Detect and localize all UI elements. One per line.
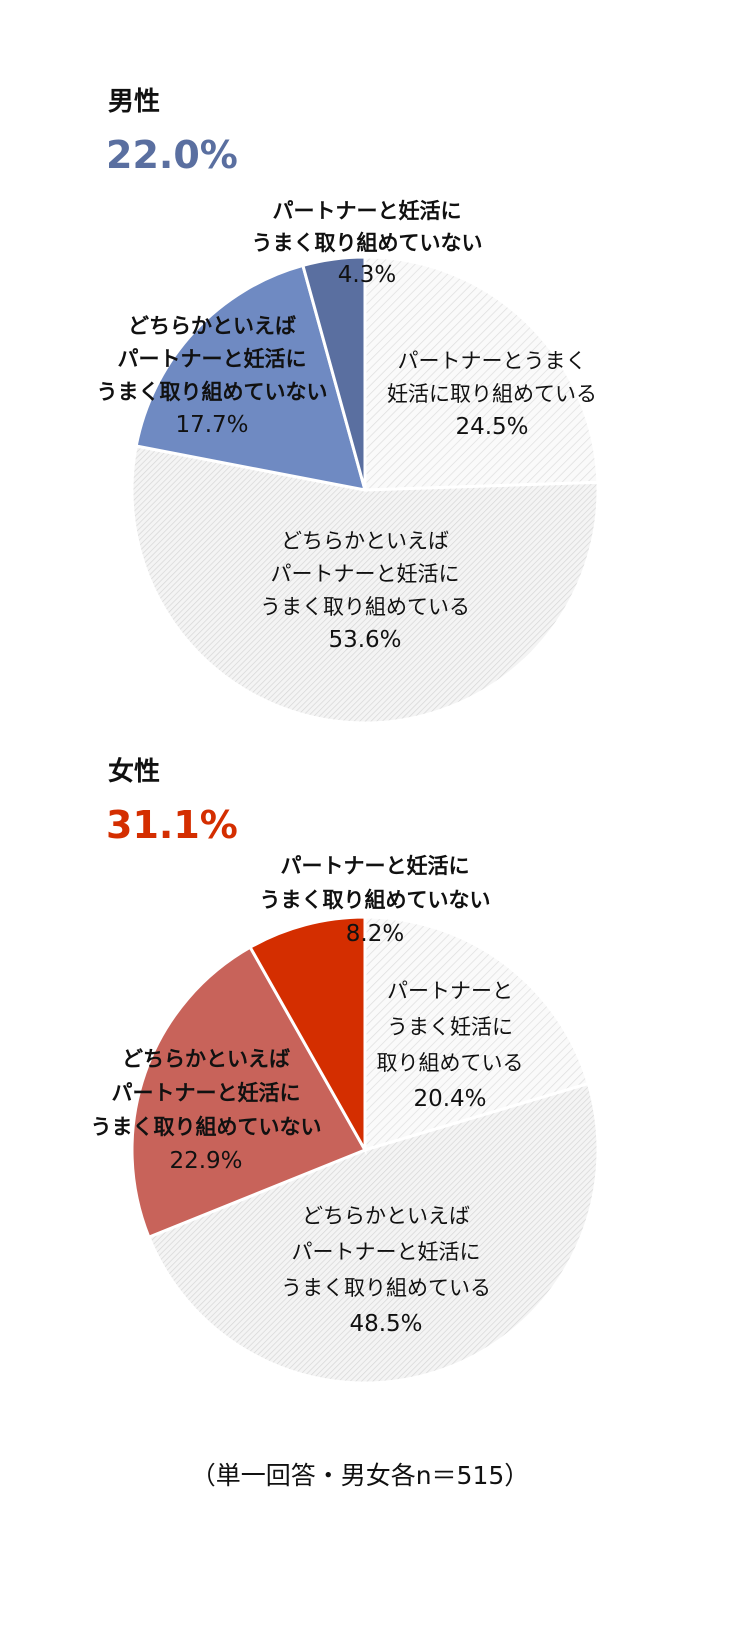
slice-label-line: うまく妊活に <box>387 1015 513 1039</box>
slice-value-label: 20.4% <box>413 1086 486 1112</box>
slice-label-line: うまく取り組めていない <box>97 380 328 404</box>
pie-slice <box>363 255 600 492</box>
pie-slice <box>134 263 368 492</box>
slice-label: どちらかといえばパートナーと妊活にうまく取り組めていない 17.7% <box>97 314 328 438</box>
slice-label-line: うまく取り組めていない <box>252 231 483 255</box>
highlight-value: 31.1% <box>106 803 238 847</box>
slice-label-line: どちらかといえば <box>281 529 449 553</box>
slice-label-line: パートナーと妊活に <box>281 854 470 878</box>
slice-label-line: 取り組めている <box>377 1051 524 1075</box>
slice-label-line: パートナーと <box>387 979 513 1003</box>
slice-label-line: うまく取り組めていない <box>91 1115 322 1139</box>
slice-value-label: 8.2% <box>346 921 404 947</box>
slice-label-line: パートナーと妊活に <box>112 1081 301 1105</box>
slice-label-line: うまく取り組めている <box>281 1276 491 1300</box>
pie-slice <box>146 1081 600 1385</box>
slice-label-line: どちらかといえば <box>302 1204 470 1228</box>
slice-label-line: うまく取り組めている <box>260 595 470 619</box>
slice-value-label: 48.5% <box>349 1311 422 1337</box>
slice-label: パートナーとうまく妊活に取り組めている 20.4% <box>377 979 524 1112</box>
slice-label-line: パートナーと妊活に <box>273 199 462 223</box>
slice-label-line: うまく取り組めていない <box>260 888 491 912</box>
slice-value-label: 22.9% <box>169 1148 242 1174</box>
slice-value-label: 17.7% <box>175 412 248 438</box>
footnote: （単一回答・男女各n＝515） <box>191 1461 530 1490</box>
slice-label-line: パートナーと妊活に <box>292 1240 481 1264</box>
chart-title: 女性 <box>108 756 160 787</box>
slice-label-line: どちらかといえば <box>122 1047 290 1071</box>
slice-label: パートナーとうまく妊活に取り組めている 24.5% <box>387 349 597 440</box>
pie-slice <box>130 444 600 725</box>
slice-label: どちらかといえばパートナーと妊活にうまく取り組めている 48.5% <box>281 1204 491 1337</box>
slice-value-label: 4.3% <box>338 262 396 288</box>
slice-label-line: どちらかといえば <box>128 314 296 338</box>
slice-label: パートナーと妊活にうまく取り組めていない 8.2% <box>260 854 491 947</box>
slice-value-label: 24.5% <box>455 414 528 440</box>
slice-label: どちらかといえばパートナーと妊活にうまく取り組めていない 22.9% <box>91 1047 322 1174</box>
slice-label-line: パートナーと妊活に <box>271 562 460 586</box>
slice-label-line: パートナーと妊活に <box>118 347 307 371</box>
highlight-value: 22.0% <box>106 133 238 177</box>
pie-slice <box>130 945 368 1240</box>
pie-slice <box>301 255 367 491</box>
slice-label: パートナーと妊活にうまく取り組めていない 4.3% <box>252 199 483 288</box>
pie-slice <box>363 915 591 1153</box>
slice-value-label: 53.6% <box>328 627 401 653</box>
slice-label-line: 妊活に取り組めている <box>387 382 597 406</box>
slice-label: どちらかといえばパートナーと妊活にうまく取り組めている 53.6% <box>260 529 470 653</box>
pie-slice <box>248 915 367 1156</box>
chart-title: 男性 <box>108 87 160 117</box>
slice-label-line: パートナーとうまく <box>398 349 587 373</box>
